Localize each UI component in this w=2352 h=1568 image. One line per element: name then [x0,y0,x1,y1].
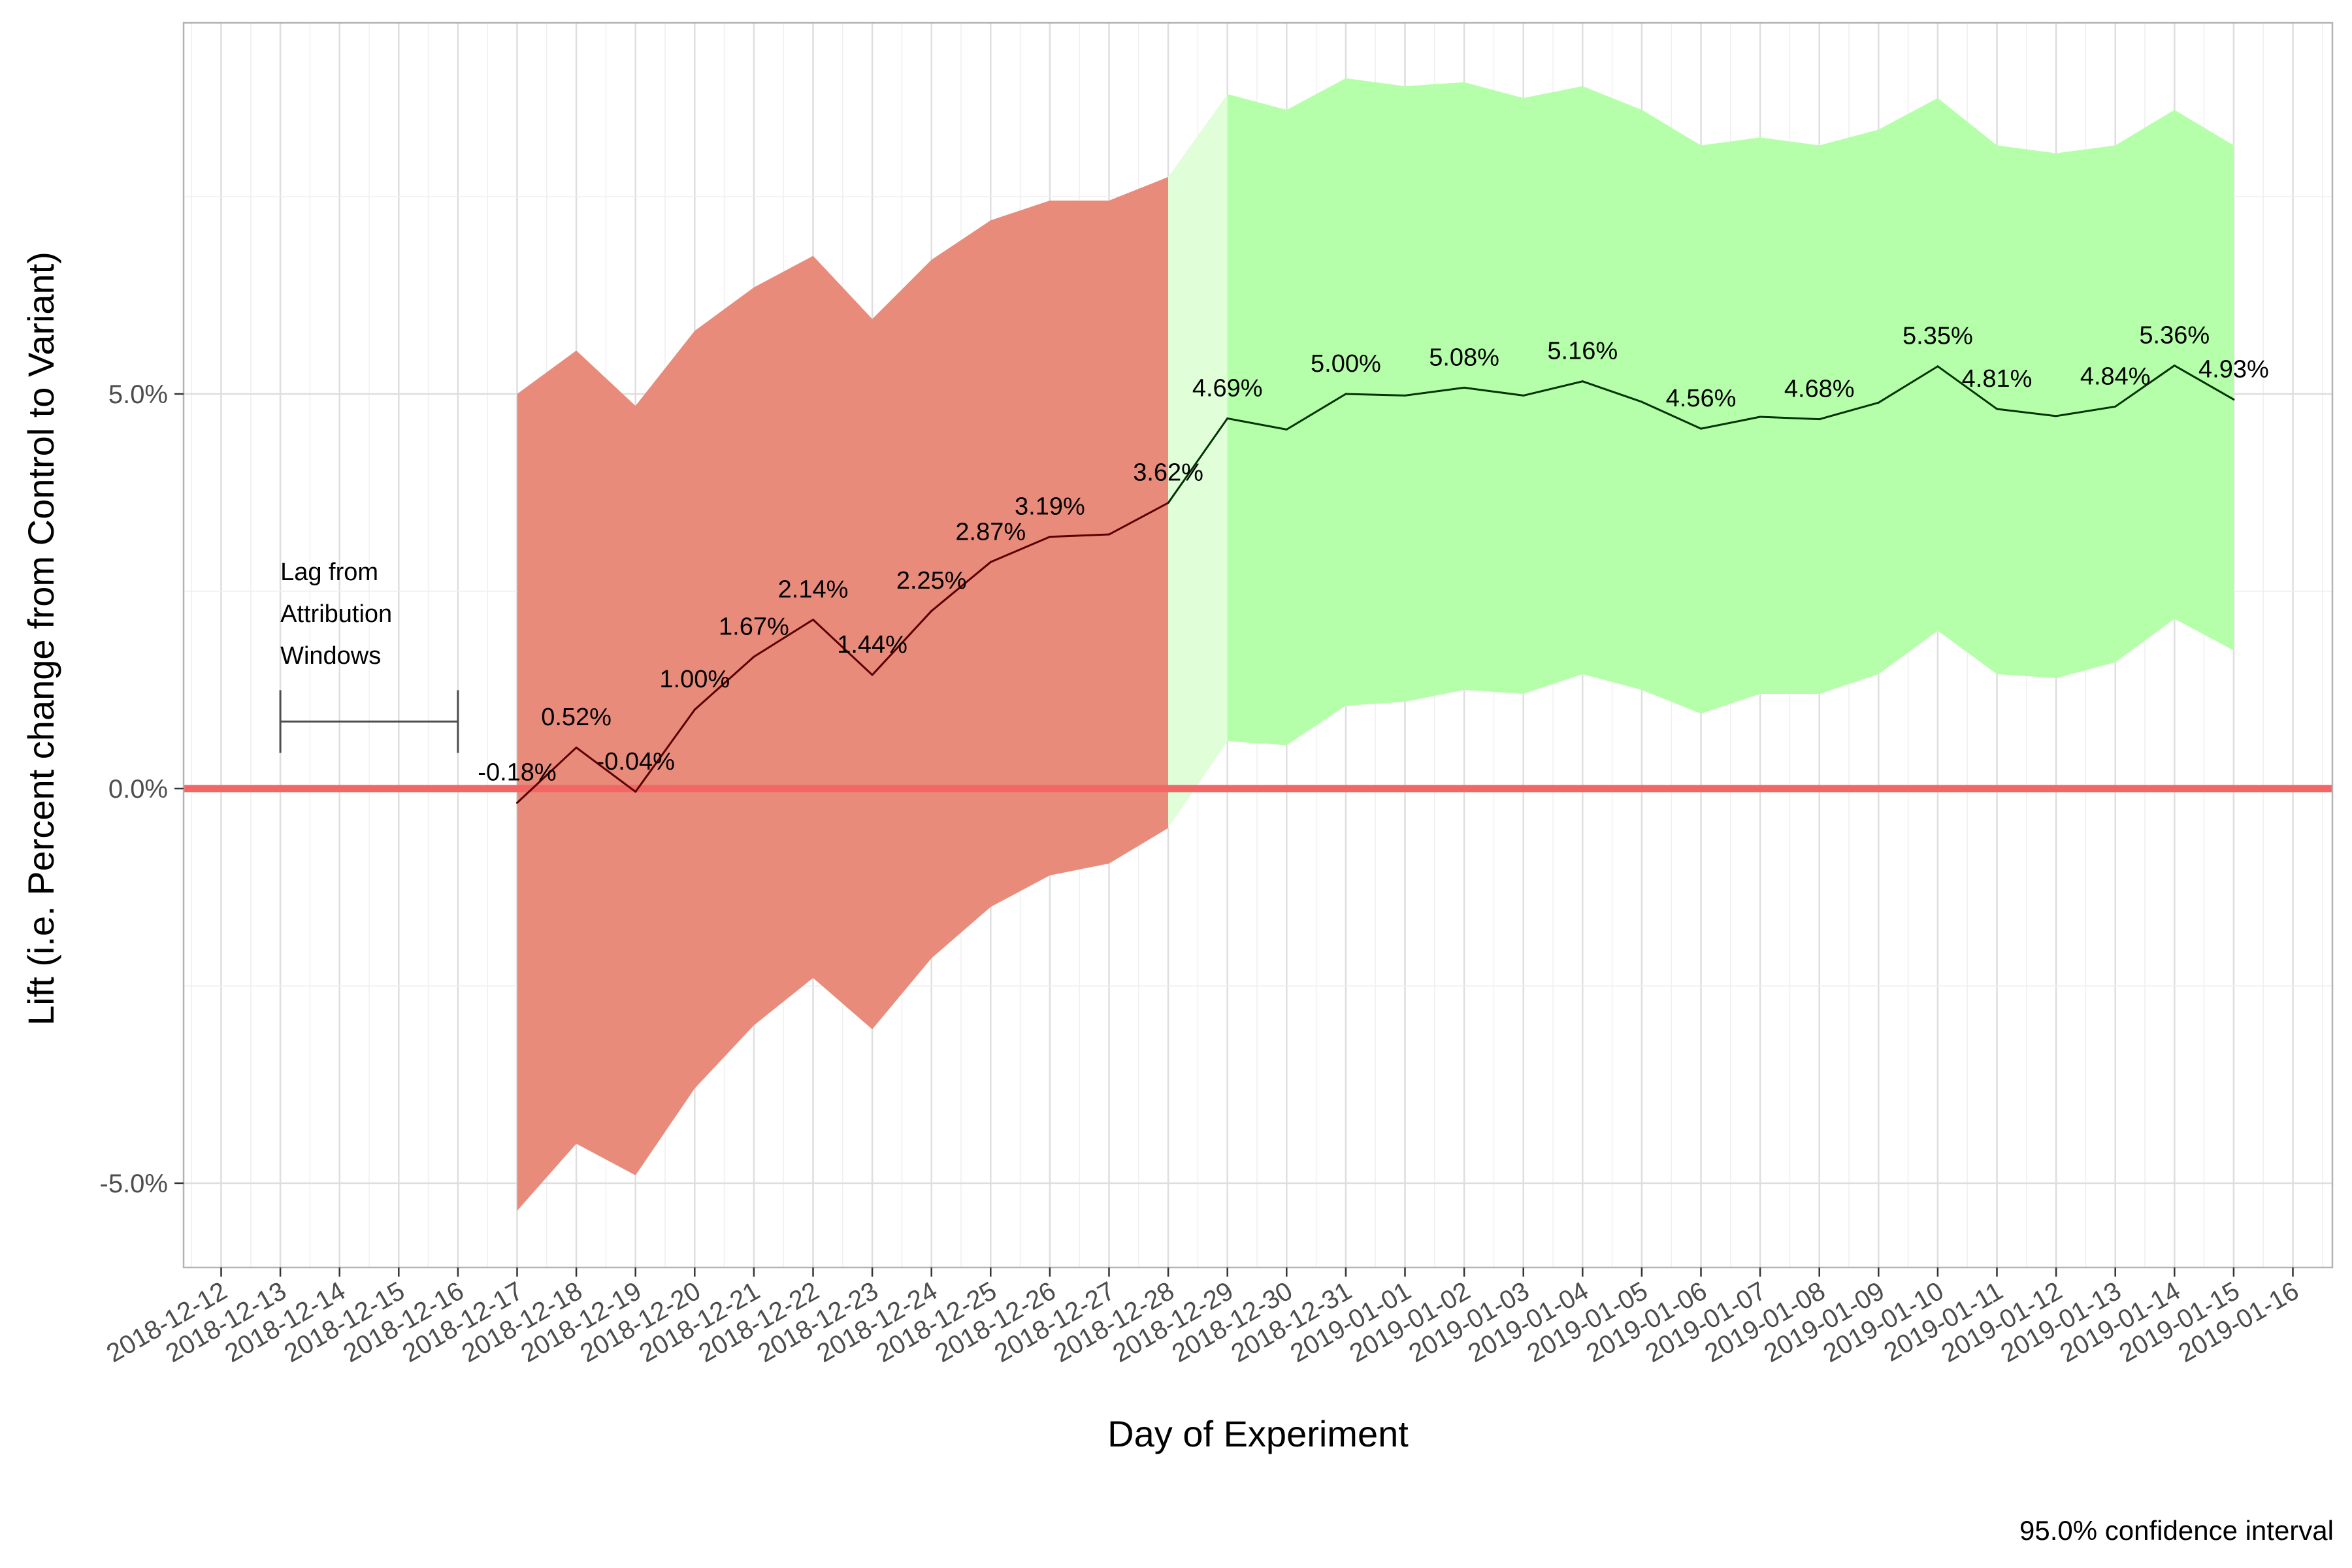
x-axis-title: Day of Experiment [1107,1413,1409,1454]
data-label: 4.93% [2198,355,2269,383]
lag-annotation-text: Lag from [280,559,378,586]
lift-line-segment [1700,416,1761,430]
lift-line-segment [1641,400,1702,430]
data-label: 4.68% [1784,376,1855,403]
lift-line-segment [693,655,755,711]
data-label: 5.35% [1903,323,1973,350]
lift-line-segment [2114,365,2176,408]
chart-caption: 95.0% confidence interval [2019,1515,2334,1546]
data-label: 4.69% [1192,374,1263,402]
data-label: 3.62% [1133,459,1203,487]
plot-panel-border [182,22,2334,1269]
data-label: 5.16% [1547,338,1618,365]
lag-annotation-text: Attribution [280,600,392,628]
data-label: 3.19% [1015,493,1085,521]
lift-line-segment [1581,380,1643,403]
data-label: 2.25% [896,567,967,595]
lift-line-segment [2173,365,2235,400]
lift-line [516,365,2235,804]
data-label: -0.04% [596,748,674,776]
data-label: 2.14% [778,576,849,603]
ci-band-not-significant [517,176,1169,1211]
y-tick-label: 5.0% [108,380,168,409]
lift-line-segment [753,618,814,658]
y-tick-label: 0.0% [108,775,168,804]
data-label: 4.84% [2080,363,2151,390]
data-label: -0.18% [478,759,556,787]
lift-line-segment [812,618,874,676]
lift-line-segment [2055,405,2117,417]
data-label: 5.36% [2139,322,2210,350]
lift-line-segment [871,610,933,676]
data-label: 4.81% [1962,365,2033,393]
lift-line-segment [1818,401,1880,421]
lag-annotation: Lag from Attribution Windows [279,559,459,753]
data-label: 5.00% [1311,350,1381,378]
lift-line-segment [1463,386,1525,397]
lift-line-segment [634,708,696,793]
lift-line-segment [1108,502,1169,536]
data-label: 1.00% [659,666,730,693]
lift-line-segment [575,746,637,793]
lift-line-segment [989,536,1051,563]
lag-annotation-text: Windows [280,642,381,670]
lift-line-segment [1285,393,1347,431]
ci-band-significant [1227,78,2234,745]
lift-line-segment [1167,417,1229,504]
y-axis-title: Lift (i.e. Percent change from Control t… [20,252,61,1026]
data-label: 4.56% [1666,385,1737,412]
lift-line-segment [1877,365,1939,404]
lift-line-segment [1345,393,1406,397]
data-labels: -0.18% 0.52% -0.04% 1.00% 1.67% 2.14% 1.44% 2.2… [478,322,2268,787]
lift-line-segment [1936,365,1998,410]
lift-line-segment [930,561,992,612]
lift-line-segment [1522,380,1584,397]
lift-line-segment [1049,533,1110,538]
lift-line-segment [1759,416,1821,421]
data-label: 2.87% [955,518,1026,546]
data-label: 5.08% [1429,344,1499,371]
y-tick-label: -5.0% [100,1169,169,1198]
data-label: 1.44% [837,631,907,659]
data-label: 0.52% [541,704,612,731]
lift-line-segment [1996,408,2057,417]
lift-line-segment [516,746,578,804]
y-axis-ticks: -5.0% 0.0% 5.0% [100,380,184,1198]
lift-line-segment [1404,386,1465,397]
lift-line-segment [1226,417,1288,431]
data-label: 1.67% [719,613,789,640]
